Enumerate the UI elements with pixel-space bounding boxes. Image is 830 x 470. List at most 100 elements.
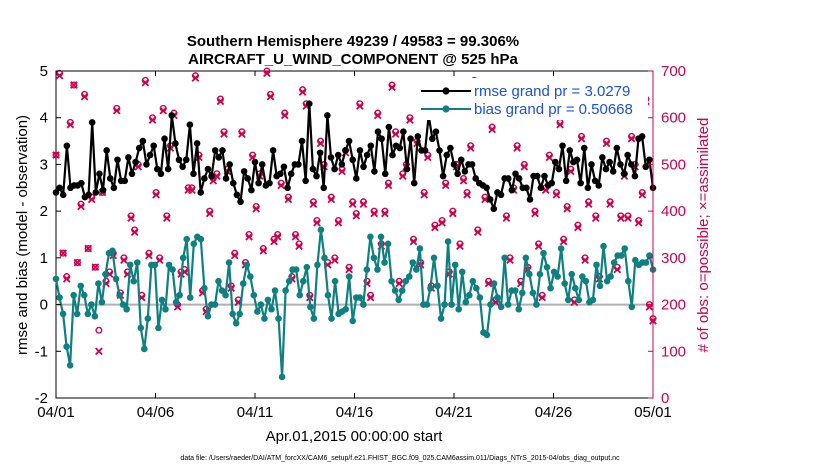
obs-possible-point — [59, 249, 67, 257]
obs-assimilated-stroke — [266, 92, 275, 101]
rmse-point — [143, 161, 150, 168]
bias-point — [490, 280, 498, 287]
rmse-point — [201, 175, 208, 182]
rmse-point — [88, 119, 96, 126]
bias-point — [165, 261, 173, 269]
rmse-point — [504, 175, 512, 182]
y-tick-label-left: 2 — [40, 203, 48, 220]
bias-point — [261, 315, 268, 322]
obs-assimilated-point — [391, 130, 400, 138]
bias-point — [579, 273, 586, 280]
bias-point — [388, 277, 395, 285]
y-tick-label-right: 100 — [661, 343, 686, 360]
bias-point — [321, 254, 328, 262]
obs-assimilated-stroke — [202, 307, 210, 316]
bias-point — [282, 287, 289, 294]
y-tick-label-left: 3 — [40, 156, 48, 173]
obs-assimilated-point — [606, 200, 614, 208]
rmse-point — [414, 133, 422, 140]
x-tick-label: 04/21 — [435, 404, 473, 421]
bias-point — [455, 305, 463, 313]
legend-marker-rmse — [442, 87, 450, 95]
obs-assimilated-point — [556, 120, 564, 129]
obs-assimilated-point — [245, 232, 253, 241]
rmse-point — [497, 191, 505, 199]
x-tick-label: 04/01 — [37, 404, 75, 421]
obs-assimilated-stroke — [563, 204, 572, 213]
obs-assimilated-stroke — [80, 92, 89, 101]
y-tick-label-left: 4 — [40, 110, 48, 127]
obs-possible-point — [70, 81, 78, 89]
obs-assimilated-point — [277, 181, 286, 190]
obs-assimilated-stroke — [634, 218, 643, 227]
bias-point — [204, 312, 212, 320]
rmse-point — [421, 147, 429, 154]
bias-point — [169, 266, 176, 273]
obs-assimilated-stroke — [366, 293, 375, 302]
obs-assimilated-point — [159, 106, 168, 115]
obs-assimilated-stroke — [581, 256, 589, 265]
bias-point — [211, 301, 219, 308]
rmse-point — [512, 170, 519, 178]
obs-assimilated-point — [584, 200, 593, 208]
rmse-point — [548, 179, 555, 187]
rmse-point — [63, 142, 71, 150]
y-tick-label-right: 200 — [661, 297, 686, 314]
bias-point — [642, 259, 650, 266]
obs-assimilated-point — [145, 251, 153, 260]
obs-assimilated-point — [370, 209, 378, 218]
obs-assimilated-stroke — [162, 214, 171, 222]
bias-point — [536, 270, 544, 278]
rmse-point — [588, 161, 595, 168]
obs-assimilated-point — [309, 200, 318, 208]
obs-assimilated-point — [534, 242, 543, 251]
obs-assimilated-stroke — [91, 263, 100, 272]
rmse-point — [258, 161, 266, 168]
obs-assimilated-point — [273, 232, 282, 241]
bias-point — [374, 266, 381, 273]
bias-point — [63, 343, 70, 350]
bias-point — [271, 287, 279, 294]
obs-assimilated-stroke — [66, 120, 75, 129]
obs-assimilated-point — [441, 181, 450, 190]
rmse-point — [367, 142, 375, 150]
bias-point — [501, 254, 508, 262]
obs-assimilated-point — [381, 209, 389, 218]
bias-point — [543, 263, 551, 271]
bias-point — [413, 266, 420, 273]
rmse-point — [233, 191, 241, 199]
bias-point — [77, 282, 85, 290]
obs-assimilated-point — [316, 139, 325, 148]
rmse-point — [316, 149, 324, 157]
y-tick-label-right: 0 — [661, 390, 669, 407]
obs-assimilated-point — [520, 162, 529, 171]
bias-point — [564, 296, 572, 304]
rmse-point — [324, 112, 331, 119]
bias-point — [73, 310, 81, 318]
legend-marker-bias — [442, 105, 450, 113]
rmse-point — [457, 156, 465, 164]
rmse-point — [342, 147, 349, 154]
bias-point — [434, 282, 441, 290]
bias-point — [102, 270, 109, 278]
obs-assimilated-point — [456, 242, 464, 251]
rmse-point — [602, 165, 610, 173]
obs-assimilated-point — [559, 237, 568, 246]
bias-point — [504, 301, 512, 308]
obs-assimilated-stroke — [316, 139, 325, 148]
obs-assimilated-point — [459, 176, 468, 185]
rmse-point — [244, 175, 252, 182]
rmse-point — [447, 144, 454, 152]
bias-point — [462, 298, 470, 306]
bias-point — [158, 296, 166, 304]
rmse-point — [219, 147, 226, 154]
obs-assimilated-stroke — [291, 232, 300, 241]
obs-assimilated-point — [513, 144, 521, 152]
obs-assimilated-point — [466, 144, 475, 152]
bias-point — [236, 310, 243, 318]
rmse-point — [164, 165, 172, 173]
obs-assimilated-point — [230, 251, 239, 260]
x-tick-label: 04/16 — [336, 404, 374, 421]
obs-assimilated-stroke — [213, 172, 221, 180]
obs-assimilated-point — [84, 244, 93, 253]
